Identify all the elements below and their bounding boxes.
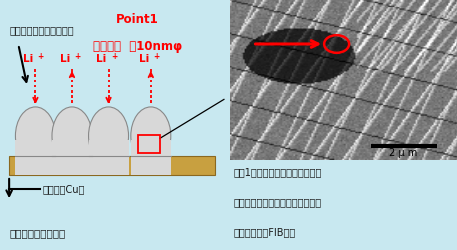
Text: 図　負極部の模式図: 図 負極部の模式図 [9, 228, 65, 237]
Text: 2 μ m: 2 μ m [389, 148, 418, 158]
Bar [16, 140, 55, 175]
Text: Li: Li [23, 54, 34, 64]
Text: 集電体（Cu）: 集電体（Cu） [42, 184, 85, 194]
Bar [131, 140, 171, 175]
Text: Point1: Point1 [116, 12, 159, 26]
Text: +: + [153, 52, 159, 61]
Text: +: + [111, 52, 117, 61]
Text: 負極材（グラファイト）: 負極材（グラファイト） [9, 25, 74, 35]
Text: Li: Li [139, 54, 149, 64]
Bar [89, 140, 128, 175]
Text: +: + [74, 52, 80, 61]
Bar [9, 156, 215, 175]
Text: （試料調製：FIB法）: （試料調製：FIB法） [233, 226, 295, 236]
Text: 写真1　リチウムイオン二次電池: 写真1 リチウムイオン二次電池 [233, 166, 321, 176]
Ellipse shape [52, 108, 92, 165]
Text: 負極材カーボンの断面の明視野像: 負極材カーボンの断面の明視野像 [233, 196, 321, 206]
Text: Li: Li [60, 54, 70, 64]
Ellipse shape [16, 108, 55, 165]
Ellipse shape [131, 108, 171, 165]
Text: ビーム径  絀10nmφ: ビーム径 絀10nmφ [92, 40, 182, 53]
Bar [52, 140, 92, 175]
Text: +: + [37, 52, 44, 61]
Ellipse shape [89, 108, 128, 165]
Text: Li: Li [96, 54, 106, 64]
Bar [138, 135, 160, 154]
